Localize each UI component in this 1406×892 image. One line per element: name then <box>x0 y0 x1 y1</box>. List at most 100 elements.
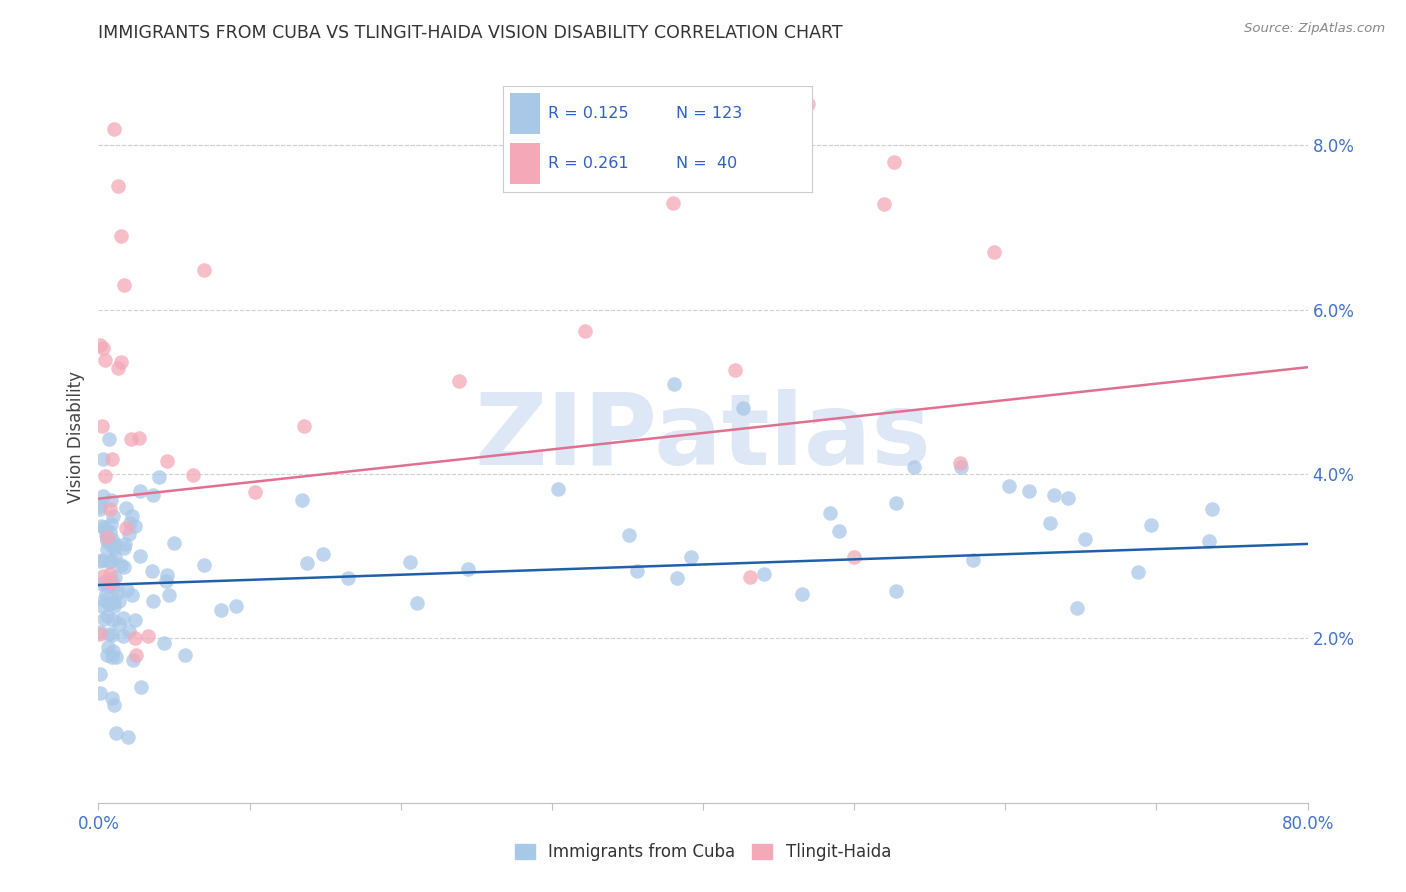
Point <box>128 483 150 498</box>
Point <box>104 550 127 565</box>
Point <box>115 501 138 516</box>
Point <box>101 581 124 595</box>
Point <box>125 648 148 662</box>
Point <box>100 553 122 567</box>
Point <box>90 518 112 533</box>
Point <box>884 584 907 599</box>
Point <box>155 574 177 588</box>
Point <box>94 352 117 367</box>
Point <box>291 493 314 508</box>
Point <box>110 228 132 243</box>
Point <box>112 611 135 625</box>
Point <box>118 527 141 541</box>
Point <box>104 537 127 551</box>
Point <box>193 263 215 277</box>
Point <box>94 523 117 537</box>
Point <box>96 532 118 546</box>
Point <box>1201 501 1223 516</box>
Point <box>107 594 129 608</box>
Point <box>842 550 865 565</box>
Point <box>89 338 111 352</box>
Point <box>118 516 141 530</box>
Point <box>949 457 972 471</box>
Point <box>96 530 118 544</box>
Point <box>98 627 121 641</box>
Point <box>163 536 186 550</box>
Point <box>292 418 315 433</box>
Point <box>142 488 165 502</box>
Point <box>1128 565 1150 579</box>
Point <box>129 680 152 694</box>
Point <box>128 431 150 445</box>
Point <box>96 542 118 557</box>
Point <box>96 648 118 662</box>
Point <box>181 468 204 483</box>
Point <box>104 726 127 740</box>
Point <box>111 629 134 643</box>
Point <box>107 361 129 376</box>
Point <box>112 278 135 293</box>
Point <box>662 376 685 391</box>
Point <box>962 553 984 567</box>
Point <box>91 569 114 583</box>
Point <box>114 537 136 551</box>
Point <box>193 558 215 572</box>
Point <box>100 524 122 539</box>
Y-axis label: Vision Disability: Vision Disability <box>66 371 84 503</box>
Point <box>124 632 146 646</box>
Point <box>98 566 121 581</box>
Point <box>97 597 120 611</box>
Text: IMMIGRANTS FROM CUBA VS TLINGIT-HAIDA VISION DISABILITY CORRELATION CHART: IMMIGRANTS FROM CUBA VS TLINGIT-HAIDA VI… <box>98 24 844 42</box>
Point <box>124 613 146 627</box>
Point <box>724 363 747 377</box>
Point <box>100 492 122 507</box>
Point <box>118 624 141 639</box>
Point <box>174 648 197 662</box>
Point <box>738 569 761 583</box>
Point <box>90 577 112 591</box>
Point <box>100 538 122 552</box>
Point <box>90 599 112 613</box>
Point <box>103 121 125 136</box>
Point <box>405 596 427 610</box>
Point <box>617 528 640 542</box>
Point <box>110 354 132 368</box>
Point <box>337 570 360 584</box>
Point <box>873 196 896 211</box>
Point <box>101 574 124 588</box>
Point <box>103 599 125 613</box>
Point <box>141 564 163 578</box>
Point <box>129 549 152 563</box>
Point <box>89 502 111 516</box>
Point <box>107 179 129 194</box>
Point <box>797 97 820 112</box>
Point <box>1043 487 1066 501</box>
Point <box>148 469 170 483</box>
Point <box>153 635 176 649</box>
Point <box>93 593 115 607</box>
Point <box>101 509 124 524</box>
Point <box>114 521 136 535</box>
Point <box>457 562 479 576</box>
Point <box>950 460 973 475</box>
Point <box>398 555 420 569</box>
Point <box>626 564 648 578</box>
Point <box>661 195 683 210</box>
Point <box>93 575 115 590</box>
Point <box>121 653 143 667</box>
Point <box>101 650 124 665</box>
Point <box>983 245 1005 260</box>
Point <box>1066 601 1088 615</box>
Point <box>112 541 135 555</box>
Point <box>903 459 925 474</box>
Point <box>114 560 136 574</box>
Point <box>1018 483 1040 498</box>
Point <box>1039 516 1062 530</box>
Point <box>101 532 124 546</box>
Point <box>121 588 143 602</box>
Text: ZIPatlas: ZIPatlas <box>475 389 931 485</box>
Point <box>295 556 318 570</box>
Point <box>209 603 232 617</box>
Point <box>93 341 115 355</box>
Point <box>157 587 180 601</box>
